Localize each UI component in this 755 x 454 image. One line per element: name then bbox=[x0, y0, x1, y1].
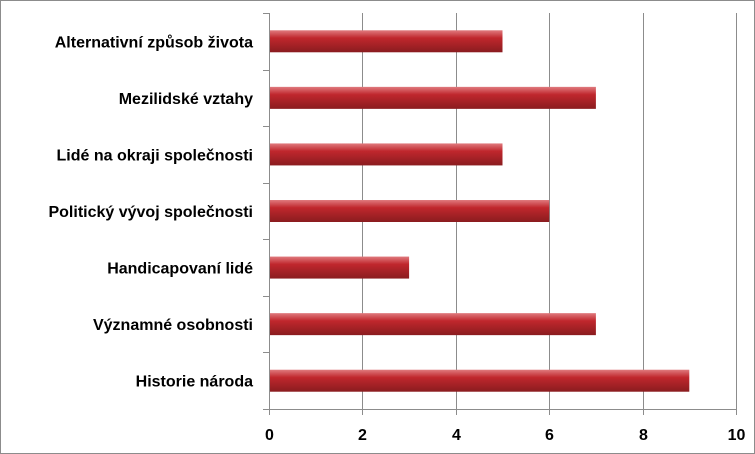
bar-2 bbox=[270, 86, 596, 109]
x-tick-label: 0 bbox=[265, 427, 274, 444]
axis-layer bbox=[263, 13, 737, 415]
label-layer: 0 2 4 6 8 10 Alternativní způsob života Mezilid… bbox=[48, 34, 745, 444]
category-label: Významné osobnosti bbox=[93, 317, 253, 334]
grid-layer bbox=[362, 13, 737, 409]
category-label: Alternativní způsob života bbox=[55, 34, 253, 51]
bar-4 bbox=[270, 200, 550, 222]
x-tick-label: 10 bbox=[728, 427, 746, 444]
x-tick-label: 4 bbox=[452, 427, 461, 444]
bar-5 bbox=[270, 256, 410, 279]
bar-3 bbox=[270, 143, 503, 166]
category-label: Politický vývoj společnosti bbox=[48, 204, 253, 221]
bar-1 bbox=[270, 30, 503, 53]
x-tick-label: 6 bbox=[545, 427, 554, 444]
category-label: Mezilidské vztahy bbox=[119, 91, 253, 108]
bar-7 bbox=[270, 369, 690, 392]
category-label: Historie národa bbox=[136, 374, 253, 391]
category-label: Handicapovaní lidé bbox=[107, 261, 253, 278]
bar-layer bbox=[270, 30, 690, 392]
x-tick-label: 2 bbox=[358, 427, 367, 444]
category-label: Lidé na okraji společnosti bbox=[57, 147, 254, 164]
x-tick-label: 8 bbox=[639, 427, 648, 444]
bar-6 bbox=[270, 313, 596, 336]
